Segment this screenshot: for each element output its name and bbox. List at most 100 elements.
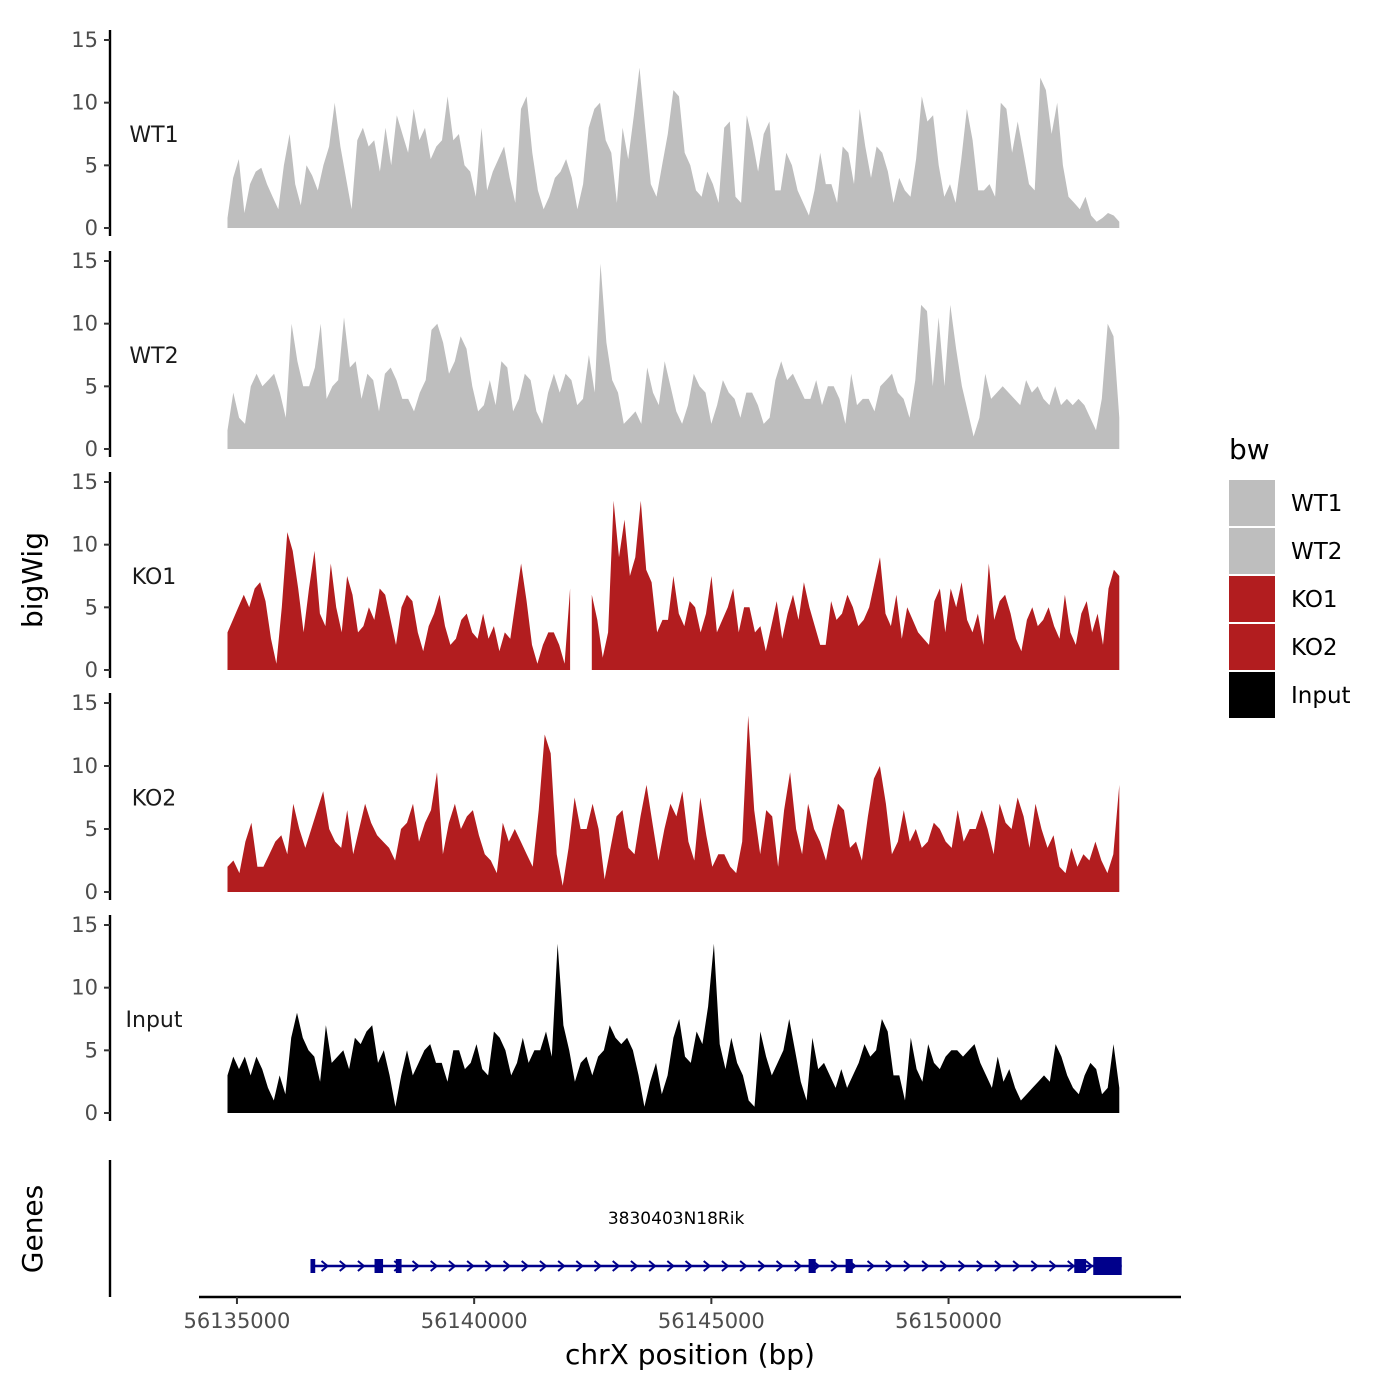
legend-label-input: Input [1291,683,1351,709]
gene-strand-arrow [721,1260,730,1272]
genes-axis-title: Genes [16,1185,49,1273]
y-tick-label: 5 [85,153,98,177]
gene-strand-arrow [593,1260,603,1272]
y-tick-label: 15 [71,249,98,273]
y-tick-label: 0 [85,880,98,904]
gene-strand-arrow [539,1260,548,1272]
track-label-wt2: WT2 [129,344,178,369]
track-area-input [227,943,1120,1113]
gene-exon [808,1259,816,1273]
y-tick-label: 5 [85,1038,98,1062]
x-tick-label: 56135000 [184,1309,291,1333]
gene-strand-arrow [339,1260,348,1272]
gene-exon [1074,1259,1087,1273]
gene-strand-arrow [357,1260,366,1272]
gene-strand-arrow [903,1260,912,1272]
y-tick-label: 0 [85,216,98,240]
gene-name-label: 3830403N18Rik [608,1209,745,1229]
y-tick-label: 15 [71,913,98,937]
gene-strand-arrow [794,1260,803,1272]
x-axis-title: chrX position (bp) [565,1338,815,1371]
gene-strand-arrow [976,1260,985,1272]
legend-swatch-input [1229,672,1275,718]
y-tick-label: 10 [71,312,98,336]
gene-strand-arrow [1067,1260,1076,1272]
gene-strand-arrow [994,1260,1003,1272]
track-area-ko2 [227,715,1120,892]
track-panel-wt1: 0 5 10 15 WT1 [71,28,1120,240]
gene-strand-arrow [648,1260,657,1272]
y-tick-label: 10 [71,754,98,778]
track-area-ko1 [227,532,571,670]
legend-swatch-wt2 [1229,528,1275,574]
gene-strand-arrow [957,1260,967,1272]
gene-strand-arrow [448,1260,457,1272]
gene-strand-arrow [939,1260,948,1272]
track-label-wt1: WT1 [129,123,178,148]
y-tick-label: 5 [85,817,98,841]
x-tick-label: 56150000 [895,1309,1002,1333]
track-panel-ko2: 0 5 10 15 KO2 [71,691,1120,904]
gene-strand-arrow [320,1260,330,1272]
gene-strand-arrow [484,1260,493,1272]
y-tick-label: 15 [71,28,98,52]
gene-strand-arrow [739,1260,748,1272]
x-tick-label: 56145000 [658,1309,765,1333]
legend: bw WT1 WT2 KO1 KO2 Input [1229,433,1351,718]
gene-strand-arrow [521,1260,530,1272]
track-label-input: Input [126,1008,183,1033]
track-panel-input: 0 5 10 15 Input [71,913,1120,1125]
track-area-wt1 [227,67,1120,228]
y-tick-label: 15 [71,470,98,494]
y-tick-label: 5 [85,374,98,398]
track-label-ko1: KO1 [132,565,177,590]
y-tick-label: 15 [71,691,98,715]
gene-strand-arrow [885,1260,894,1272]
legend-swatch-ko1 [1229,576,1275,622]
x-tick-label: 56140000 [421,1309,528,1333]
gene-strand-arrow [1085,1260,1094,1272]
gene-strand-arrow [502,1260,512,1272]
gene-exon [845,1259,853,1273]
genes-track: 3830403N18Rik [108,1160,1122,1297]
gene-strand-arrow [466,1260,475,1272]
gene-strand-arrow [866,1260,876,1272]
legend-swatch-wt1 [1229,480,1275,526]
gene-strand-arrow [411,1260,421,1272]
gene-exon [310,1259,316,1273]
gene-strand-arrow [1030,1260,1039,1272]
legend-title: bw [1229,433,1270,466]
gene-strand-arrow [703,1260,712,1272]
gene-exon [395,1259,402,1273]
gene-strand-arrow [630,1260,639,1272]
legend-swatch-ko2 [1229,624,1275,670]
gene-strand-arrow [1012,1260,1021,1272]
gene-strand-arrow [575,1260,584,1272]
track-label-ko2: KO2 [132,787,177,812]
gene-exon [374,1259,384,1273]
y-tick-label: 5 [85,595,98,619]
gene-exon [1093,1257,1122,1275]
track-panel-wt2: 0 5 10 15 WT2 [71,249,1120,461]
tracks-layer: 0 5 10 15 WT1 0 5 10 15 WT2 0 5 10 15 KO1 0 5 10 15 KO2 0 5 10… [71,28,1120,1125]
gene-strand-arrow [830,1260,839,1272]
track-area-wt2 [227,263,1120,449]
legend-label-wt2: WT2 [1291,539,1342,565]
gene-strand-arrow [1048,1260,1058,1272]
track-panel-ko1: 0 5 10 15 KO1 [71,470,1120,682]
gene-strand-arrow [757,1260,766,1272]
gene-strand-arrow [775,1260,785,1272]
gene-strand-arrow [684,1260,694,1272]
y-tick-label: 0 [85,1101,98,1125]
y-tick-label: 10 [71,976,98,1000]
gene-strand-arrow [430,1260,439,1272]
gene-strand-arrow [557,1260,566,1272]
legend-label-wt1: WT1 [1291,491,1342,517]
gene-strand-arrow [921,1260,930,1272]
y-tick-label: 10 [71,533,98,557]
x-axis: 56135000 56140000 56145000 56150000 [184,1295,1181,1333]
y-tick-label: 10 [71,91,98,115]
y-tick-label: 0 [85,658,98,682]
y-tick-label: 0 [85,437,98,461]
